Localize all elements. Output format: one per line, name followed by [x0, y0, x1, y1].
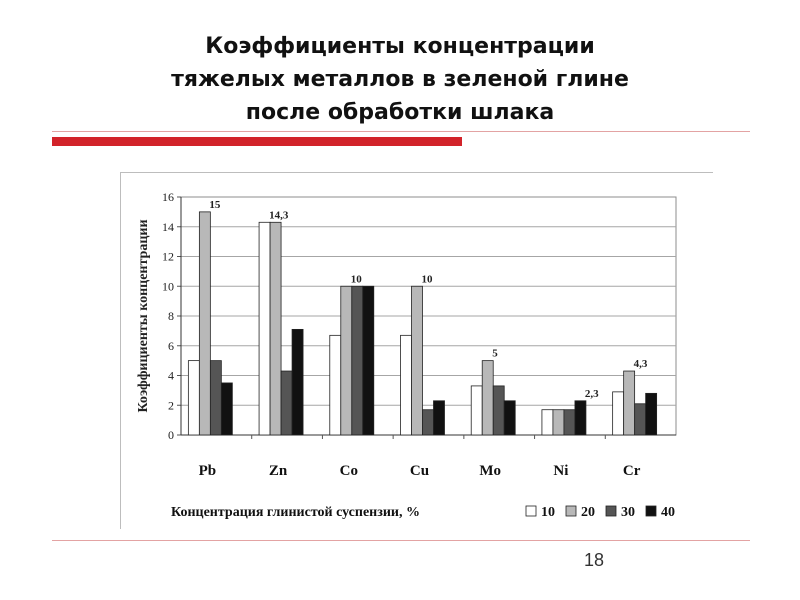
bar-co-30 [351, 285, 364, 436]
slide-title: Коэффициенты концентрации тяжелых металл… [60, 30, 740, 129]
data-label: 10 [422, 273, 434, 285]
data-label: 14,3 [269, 209, 289, 221]
data-label: 10 [351, 273, 363, 285]
legend-label-20: 20 [581, 505, 595, 520]
slide-title-line-2: тяжелых металлов в зеленой глине [171, 67, 629, 92]
data-label: 4,3 [634, 358, 648, 370]
bar-cu-20 [411, 285, 423, 436]
legend-swatch-20 [565, 505, 577, 517]
legend-label-40: 40 [661, 505, 675, 520]
bar-ni-40 [574, 400, 587, 436]
y-tick-label: 6 [168, 339, 174, 353]
bar-ni-30 [563, 409, 576, 436]
category-label-mo: Mo [479, 463, 501, 479]
bar-cr-40 [645, 392, 658, 436]
category-label-co: Co [340, 463, 358, 479]
bar-cr-20 [623, 370, 636, 436]
bar-co-20 [340, 285, 353, 436]
category-label-cr: Cr [623, 463, 641, 479]
y-tick-label: 4 [168, 369, 174, 383]
bar-zn-20 [269, 221, 282, 436]
accent-bar [52, 137, 462, 146]
bar-pb-20 [198, 211, 211, 436]
bar-chart: 0 2 4 6 8 10 12 14 16 Коэффициенты концентрации 15… [136, 190, 677, 520]
category-label-cu: Cu [410, 463, 429, 479]
page-number: 18 [583, 550, 604, 570]
bar-mo-30 [492, 385, 505, 436]
slide-title-line-3: после обработки шлака [245, 100, 555, 125]
bar-zn-10 [258, 221, 271, 436]
bar-ni-20 [552, 409, 565, 436]
legend-swatch-30 [605, 505, 617, 517]
bar-mo-20 [481, 360, 494, 436]
bar-cr-10 [612, 391, 625, 436]
y-tick-label: 0 [168, 428, 174, 442]
bar-ni-10 [541, 409, 554, 436]
top-divider [52, 131, 750, 132]
y-tick-label: 12 [162, 250, 174, 264]
bottom-divider [52, 540, 750, 541]
category-label-zn: Zn [269, 463, 288, 479]
bar-zn-30 [280, 370, 293, 436]
legend-label-30: 30 [621, 505, 635, 520]
data-label: 2,3 [585, 388, 599, 400]
data-label: 5 [492, 348, 498, 360]
legend-label-10: 10 [541, 505, 555, 520]
data-label: 15 [209, 199, 221, 211]
legend-swatch-40 [645, 505, 657, 517]
bar-cu-10 [400, 334, 412, 436]
y-tick-label: 8 [168, 309, 174, 323]
y-tick-label: 2 [168, 398, 174, 412]
bar-cr-30 [634, 403, 647, 436]
bar-cu-40 [433, 400, 445, 436]
bar-pb-10 [187, 360, 200, 436]
bar-co-40 [362, 285, 375, 436]
y-tick-label: 14 [162, 220, 174, 234]
bar-mo-40 [503, 400, 516, 436]
bar-co-10 [329, 334, 342, 436]
bar-pb-30 [209, 360, 222, 436]
legend-swatch-10 [525, 505, 537, 517]
legend-title: Концентрация глинистой суспензии, % [171, 505, 420, 520]
bar-zn-40 [291, 328, 304, 436]
bar-pb-40 [220, 382, 233, 436]
category-label-pb: Pb [199, 463, 217, 479]
y-tick-label: 10 [162, 279, 174, 293]
slide-title-line-1: Коэффициенты концентрации [205, 34, 595, 59]
y-tick-label: 16 [162, 190, 174, 204]
bar-mo-10 [470, 385, 483, 436]
y-axis-label: Коэффициенты концентрации [136, 219, 151, 412]
chart-frame: 0 2 4 6 8 10 12 14 16 Коэффициенты концентрации 15… [120, 172, 713, 529]
bar-cu-30 [422, 409, 434, 436]
category-label-ni: Ni [553, 463, 568, 479]
